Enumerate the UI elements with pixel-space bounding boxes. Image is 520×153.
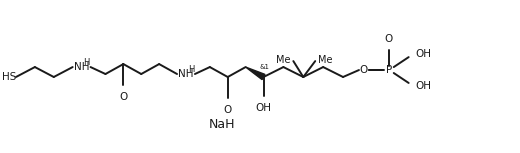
Text: HS: HS — [2, 72, 16, 82]
Text: P: P — [386, 65, 392, 75]
Text: NH: NH — [74, 62, 89, 72]
Text: OH: OH — [255, 103, 271, 113]
Text: H: H — [83, 58, 90, 67]
Text: O: O — [385, 34, 393, 44]
Polygon shape — [245, 67, 265, 80]
Text: Me: Me — [276, 55, 290, 65]
Text: NH: NH — [178, 69, 194, 79]
Text: OH: OH — [415, 49, 432, 59]
Text: OH: OH — [415, 81, 432, 91]
Text: O: O — [360, 65, 368, 75]
Text: &1: &1 — [259, 64, 269, 70]
Text: H: H — [188, 65, 194, 74]
Text: NaH: NaH — [209, 118, 235, 131]
Text: O: O — [224, 105, 232, 115]
Text: O: O — [119, 92, 127, 102]
Text: Me: Me — [318, 55, 333, 65]
